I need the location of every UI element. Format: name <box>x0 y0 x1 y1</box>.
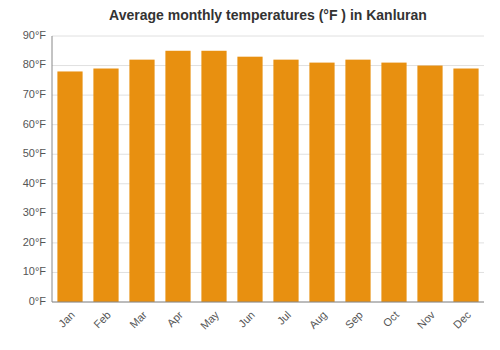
y-axis: 0°F 10°F 20°F 30°F 40°F 50°F 60°F 70°F 80°F 90°F <box>23 29 47 307</box>
x-tick-label: Oct <box>380 309 401 330</box>
y-tick-label: 10°F <box>23 265 47 277</box>
grid-line <box>52 302 484 303</box>
x-axis-line <box>52 302 484 303</box>
bar <box>345 60 370 302</box>
x-axis: Jan Feb Mar Apr May Jun Jul Aug Sep Oct Nov Dec <box>56 308 473 332</box>
x-tick-label: Jul <box>275 309 293 327</box>
bar <box>57 71 82 302</box>
x-tick-label: Jun <box>236 309 257 330</box>
x-tick-label: Apr <box>164 308 185 329</box>
bar <box>237 57 262 302</box>
y-tick-label: 30°F <box>23 206 47 218</box>
x-tick-label: Dec <box>451 308 474 331</box>
y-tick-label: 80°F <box>23 58 47 70</box>
x-tick-label: Feb <box>91 309 113 331</box>
y-tick-label: 60°F <box>23 118 47 130</box>
grid <box>52 36 484 302</box>
x-tick-label: Mar <box>127 308 149 330</box>
bar <box>453 69 478 302</box>
grid-line <box>52 36 484 37</box>
y-axis-line <box>52 36 53 302</box>
y-tick-label: 70°F <box>23 88 47 100</box>
bar <box>309 63 334 302</box>
x-tick-label: Nov <box>415 308 438 331</box>
chart: Average monthly temperatures (°F ) in Ka… <box>0 0 500 350</box>
bar <box>273 60 298 302</box>
x-tick-label: Jan <box>56 309 77 330</box>
y-tick-label: 40°F <box>23 177 47 189</box>
y-tick-label: 50°F <box>23 147 47 159</box>
title: Average monthly temperatures (°F ) in Ka… <box>109 7 427 23</box>
bar <box>165 51 190 302</box>
bar <box>129 60 154 302</box>
bar <box>93 69 118 302</box>
bar <box>417 66 442 302</box>
x-tick-label: Aug <box>307 309 329 331</box>
bars <box>57 51 478 302</box>
y-tick-label: 20°F <box>23 236 47 248</box>
y-tick-label: 90°F <box>23 29 47 41</box>
y-tick-label: 0°F <box>29 295 47 307</box>
bar <box>381 63 406 302</box>
bar <box>201 51 226 302</box>
x-tick-label: Sep <box>343 309 365 331</box>
x-tick-label: May <box>198 308 222 332</box>
